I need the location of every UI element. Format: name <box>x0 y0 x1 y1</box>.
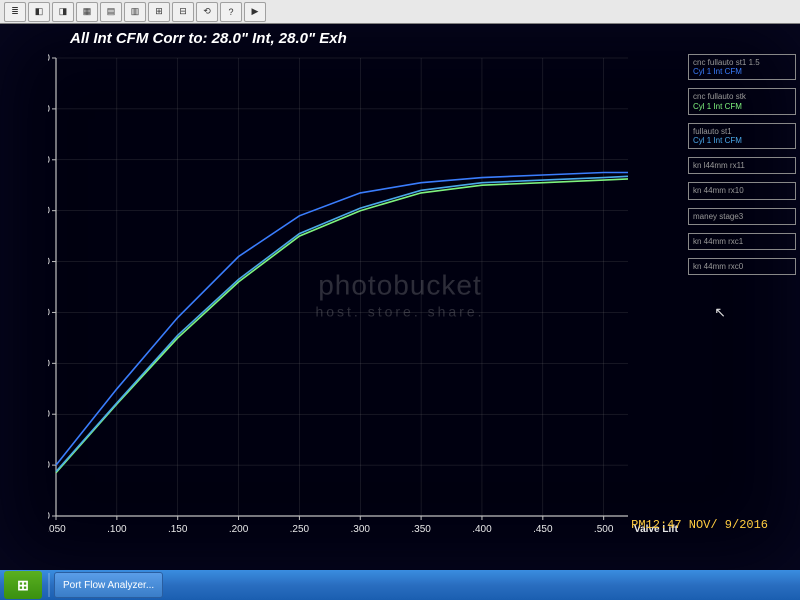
timestamp-overlay: PM12:47 NOV/ 9/2016 <box>631 518 768 532</box>
ytick-label: 120.0 <box>48 206 50 217</box>
toolbar-icon-11[interactable]: ▶ <box>244 2 266 22</box>
xtick-label: .050 <box>48 524 66 535</box>
legend-item-label: maney stage3 <box>693 212 791 221</box>
toolbar-icon-7[interactable]: ⊞ <box>148 2 170 22</box>
taskbar-separator <box>48 573 50 597</box>
legend-item-sublabel: Cyl 1 Int CFM <box>693 67 791 76</box>
toolbar-icon-1[interactable]: ≣ <box>4 2 26 22</box>
series-line <box>56 176 628 471</box>
ytick-label: 160.0 <box>48 104 50 115</box>
series-line <box>56 179 628 473</box>
toolbar-icon-2[interactable]: ◧ <box>28 2 50 22</box>
toolbar-icon-10[interactable]: ? <box>220 2 242 22</box>
legend-item[interactable]: fullauto st1Cyl 1 Int CFM <box>688 123 796 149</box>
toolbar-icon-9[interactable]: ⟲ <box>196 2 218 22</box>
legend-item[interactable]: maney stage3 <box>688 208 796 225</box>
toolbar-icon-4[interactable]: ▦ <box>76 2 98 22</box>
legend-item-label: kn 44mm rx10 <box>693 186 791 195</box>
legend-item[interactable]: kn l44mm rx11 <box>688 157 796 174</box>
xtick-label: .300 <box>351 524 371 535</box>
ytick-label: 100.0 <box>48 257 50 268</box>
ytick-label: 20.0 <box>48 460 50 471</box>
toolbar-icon-8[interactable]: ⊟ <box>172 2 194 22</box>
chart-plot: .0 20.0 40.0 60.0 80.0 100.0 120.0 140.0 160.0 18… <box>48 54 678 544</box>
app-toolbar: ≣ ◧ ◨ ▦ ▤ ▥ ⊞ ⊟ ⟲ ? ▶ <box>0 0 800 24</box>
ytick-label: 80.0 <box>48 307 50 318</box>
xtick-label: .400 <box>472 524 492 535</box>
legend-item-label: kn 44mm rxc1 <box>693 237 791 246</box>
legend-item-sublabel: Cyl 1 Int CFM <box>693 136 791 145</box>
ytick-label: 140.0 <box>48 155 50 166</box>
xtick-label: .150 <box>168 524 188 535</box>
legend-item-label: kn 44mm rxc0 <box>693 262 791 271</box>
cursor-icon: ↖ <box>714 304 726 321</box>
toolbar-icon-6[interactable]: ▥ <box>124 2 146 22</box>
taskbar: ⊞ Port Flow Analyzer... <box>0 570 800 600</box>
legend-item-label: fullauto st1 <box>693 127 791 136</box>
ytick-label: .0 <box>48 511 50 522</box>
desktop: ≣ ◧ ◨ ▦ ▤ ▥ ⊞ ⊟ ⟲ ? ▶ All Int CFM Corr t… <box>0 0 800 600</box>
ytick-label: 60.0 <box>48 358 50 369</box>
chart-window: All Int CFM Corr to: 28.0" Int, 28.0" Ex… <box>0 24 800 570</box>
toolbar-icon-5[interactable]: ▤ <box>100 2 122 22</box>
legend-item[interactable]: kn 44mm rxc0 <box>688 258 796 275</box>
legend-panel: cnc fullauto st1 1.5Cyl 1 Int CFMcnc ful… <box>688 54 796 275</box>
legend-item-label: cnc fullauto st1 1.5 <box>693 58 791 67</box>
start-button[interactable]: ⊞ <box>4 571 42 599</box>
xtick-label: .350 <box>411 524 431 535</box>
legend-item[interactable]: kn 44mm rxc1 <box>688 233 796 250</box>
ytick-label: 40.0 <box>48 409 50 420</box>
xtick-label: .200 <box>229 524 249 535</box>
legend-item[interactable]: cnc fullauto stkCyl 1 Int CFM <box>688 88 796 114</box>
chart-title: All Int CFM Corr to: 28.0" Int, 28.0" Ex… <box>70 30 347 47</box>
xtick-label: .500 <box>594 524 614 535</box>
xtick-label: .450 <box>533 524 553 535</box>
chart-svg: .0 20.0 40.0 60.0 80.0 100.0 120.0 140.0 160.0 18… <box>48 54 678 544</box>
legend-item[interactable]: cnc fullauto st1 1.5Cyl 1 Int CFM <box>688 54 796 80</box>
ytick-label: 180.0 <box>48 54 50 64</box>
xtick-label: .100 <box>107 524 127 535</box>
taskbar-app-button[interactable]: Port Flow Analyzer... <box>54 572 163 598</box>
legend-item-label: kn l44mm rx11 <box>693 161 791 170</box>
legend-item-sublabel: Cyl 1 Int CFM <box>693 102 791 111</box>
legend-item[interactable]: kn 44mm rx10 <box>688 182 796 199</box>
xtick-label: .250 <box>290 524 310 535</box>
toolbar-icon-3[interactable]: ◨ <box>52 2 74 22</box>
legend-item-label: cnc fullauto stk <box>693 92 791 101</box>
